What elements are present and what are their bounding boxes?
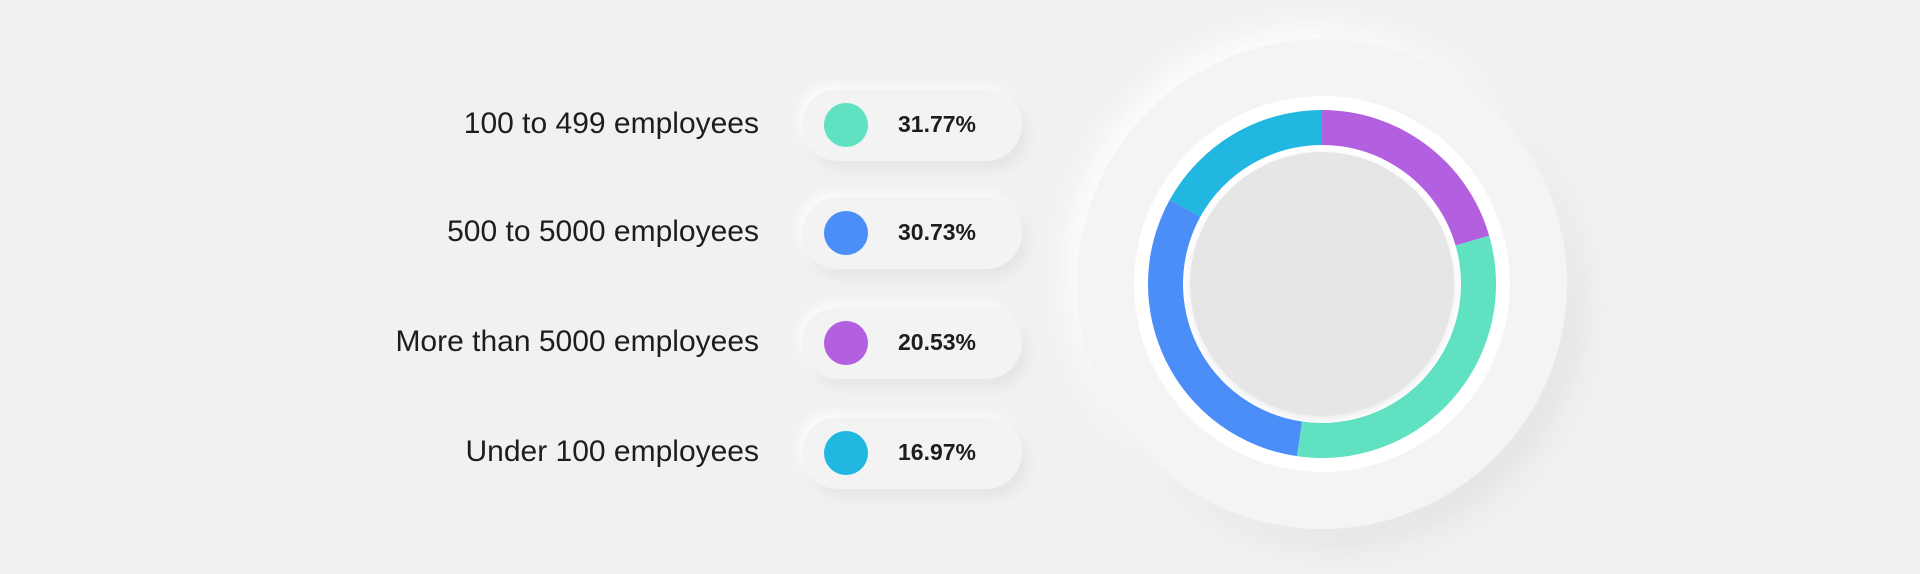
donut-segment (1148, 199, 1302, 457)
legend-label: More than 5000 employees (395, 325, 759, 358)
legend-label: Under 100 employees (465, 435, 759, 468)
legend: 100 to 499 employees 31.77% 500 to 5000 em… (395, 89, 1022, 489)
legend-dot (824, 321, 868, 365)
donut-segment (1322, 110, 1490, 246)
legend-label: 500 to 5000 employees (447, 215, 759, 248)
donut-segment (1169, 110, 1322, 217)
donut-hole (1190, 152, 1454, 416)
value-label: 20.53% (898, 329, 976, 355)
donut-segment (1296, 235, 1496, 458)
value-label: 16.97% (898, 439, 976, 465)
value-label: 31.77% (898, 111, 976, 137)
legend-label: 100 to 499 employees (464, 107, 759, 140)
legend-dot (824, 211, 868, 255)
legend-dot (824, 103, 868, 147)
donut-ring (1148, 110, 1496, 458)
value-label: 30.73% (898, 219, 976, 245)
legend-dot (824, 431, 868, 475)
